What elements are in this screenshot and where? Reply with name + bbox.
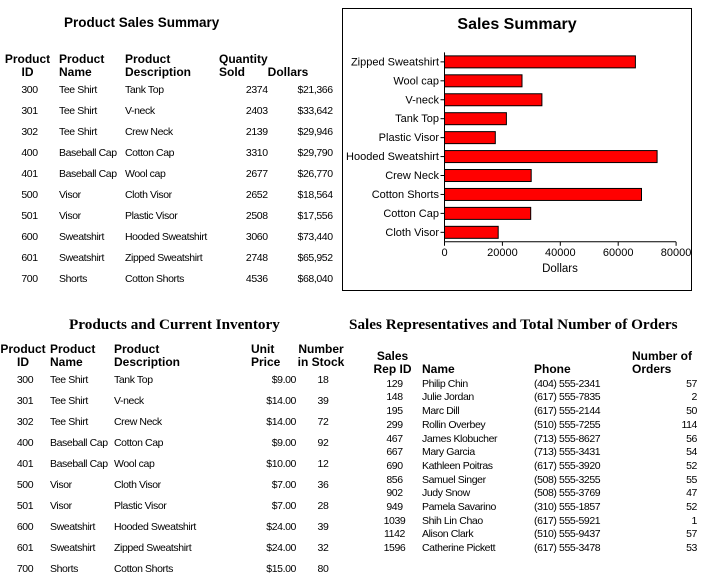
svg-text:20000: 20000 [487,247,518,259]
svg-text:Dollars: Dollars [542,263,578,275]
svg-text:Cotton Cap: Cotton Cap [383,208,439,220]
svg-text:Hooded Sweatshirt: Hooded Sweatshirt [346,151,439,163]
svg-text:60000: 60000 [603,247,634,259]
svg-text:0: 0 [441,247,447,259]
svg-text:80000: 80000 [661,247,692,259]
svg-text:V-neck: V-neck [405,94,439,106]
svg-text:Cloth Visor: Cloth Visor [385,227,439,239]
svg-text:Tank Top: Tank Top [395,113,439,125]
svg-text:Wool cap: Wool cap [393,75,439,87]
svg-text:Cotton Shorts: Cotton Shorts [372,189,440,201]
svg-text:Crew Neck: Crew Neck [385,170,439,182]
svg-text:Plastic Visor: Plastic Visor [379,132,440,144]
svg-text:40000: 40000 [545,247,576,259]
svg-text:Zipped Sweatshirt: Zipped Sweatshirt [351,56,439,68]
